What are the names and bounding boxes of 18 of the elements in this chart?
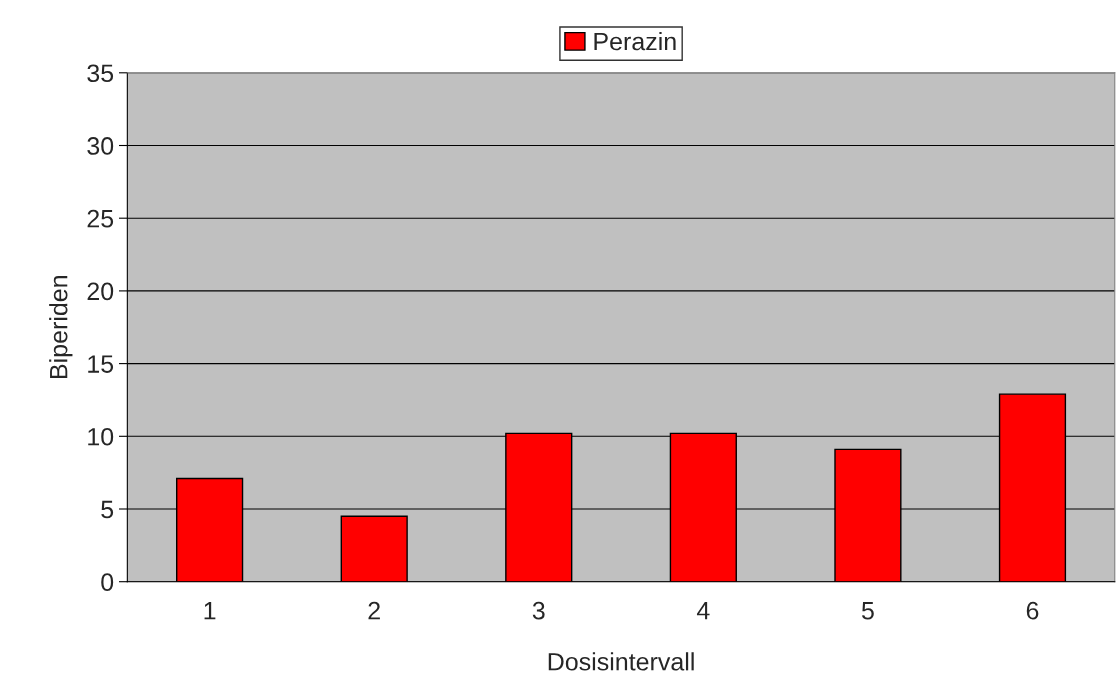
- x-tick-label: 4: [696, 602, 710, 620]
- bar: [340, 515, 408, 582]
- legend-label: Perazin: [594, 32, 676, 51]
- x-axis-title: Dosisintervall: [548, 652, 694, 671]
- x-tick-label: 6: [1026, 601, 1039, 620]
- y-tick-label: 10: [88, 427, 114, 446]
- x-tick-label: 1: [204, 602, 216, 620]
- y-tick-label: 25: [87, 209, 114, 228]
- x-tick-label: 2: [368, 601, 380, 620]
- y-tick-label: 35: [87, 64, 114, 83]
- y-axis-title: Biperiden: [49, 276, 73, 379]
- y-tick-label: 0: [101, 573, 114, 591]
- x-tick-label: 5: [861, 602, 874, 620]
- y-tick-label: 30: [87, 137, 114, 155]
- y-tick-label: 5: [101, 500, 114, 519]
- y-tick-label: 20: [87, 282, 114, 301]
- y-tick-label: 15: [88, 355, 114, 373]
- x-tick-label: 3: [532, 601, 545, 620]
